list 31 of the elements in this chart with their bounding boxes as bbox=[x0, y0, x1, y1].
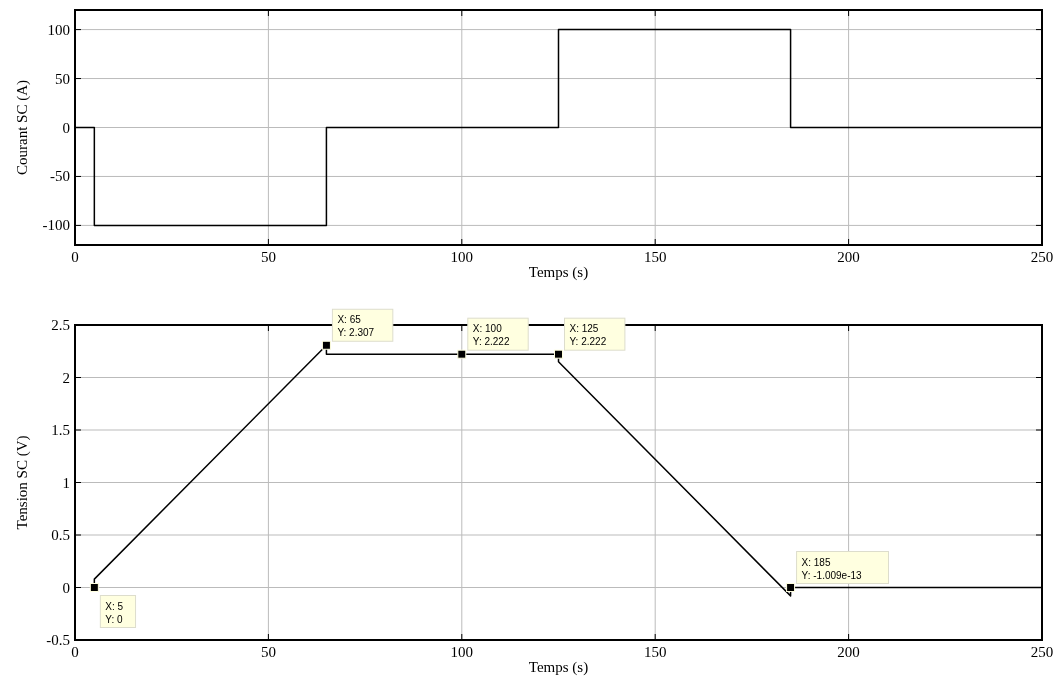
x-tick-label: 50 bbox=[260, 644, 276, 660]
x-tick-label: 200 bbox=[837, 249, 860, 265]
y-tick-label: 1 bbox=[62, 474, 70, 491]
x-tick-label: 250 bbox=[1030, 249, 1054, 265]
x-tick-label: 150 bbox=[643, 644, 667, 660]
y-axis-title: Courant SC (A) bbox=[14, 80, 31, 175]
x-tick-label: 250 bbox=[1030, 644, 1054, 660]
y-tick-label: 100 bbox=[47, 21, 70, 38]
annotation: X: 100 Y: 2.222 bbox=[472, 323, 510, 348]
y-tick-label: 50 bbox=[55, 70, 70, 87]
x-tick-label: 150 bbox=[643, 249, 667, 265]
annotation: X: 5 Y: 0 bbox=[105, 600, 124, 625]
x-tick-label: 100 bbox=[450, 644, 474, 660]
y-axis-title: Tension SC (V) bbox=[14, 435, 31, 530]
annotation: X: 65 Y: 2.307 bbox=[337, 314, 375, 339]
y-tick-label: 1.5 bbox=[51, 422, 70, 438]
x-axis-title: Temps (s) bbox=[528, 659, 589, 676]
x-tick-label: 50 bbox=[260, 249, 276, 265]
y-tick-label: -0.5 bbox=[46, 632, 70, 648]
y-tick-label: 2.5 bbox=[51, 317, 70, 333]
x-tick-label: 200 bbox=[837, 644, 860, 660]
y-tick-label: 0 bbox=[62, 119, 70, 136]
x-axis-title: Temps (s) bbox=[528, 264, 589, 281]
y-tick-label: -50 bbox=[50, 168, 70, 185]
y-tick-label: 0 bbox=[62, 579, 70, 596]
y-tick-label: 0.5 bbox=[51, 527, 70, 543]
y-tick-label: -100 bbox=[42, 217, 70, 234]
annotation: X: 125 Y: 2.222 bbox=[569, 323, 607, 348]
x-tick-label: 100 bbox=[450, 249, 474, 265]
y-tick-label: 2 bbox=[62, 369, 70, 386]
annotation: X: 185 Y: -1.009e-13 bbox=[801, 556, 863, 581]
